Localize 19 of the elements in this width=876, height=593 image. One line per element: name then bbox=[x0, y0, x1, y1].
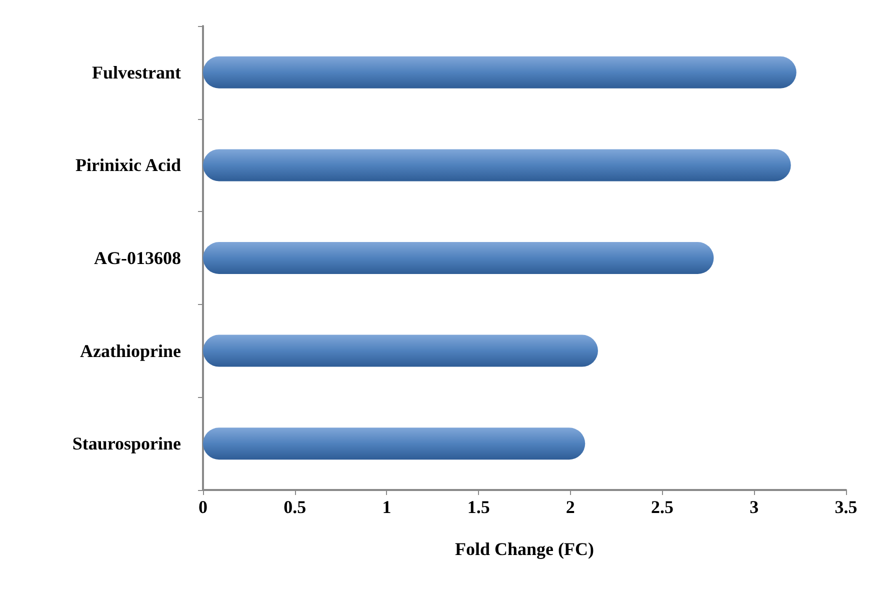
x-tick-label: 1.5 bbox=[467, 497, 490, 517]
y-tick-label: Pirinixic Acid bbox=[76, 155, 181, 176]
x-tick-label: 2.5 bbox=[651, 497, 674, 517]
x-tick-label: 0 bbox=[198, 497, 208, 517]
x-tick-label: 3 bbox=[750, 497, 759, 517]
bar bbox=[203, 242, 714, 274]
bar bbox=[203, 56, 796, 88]
y-tick-label: AG-013608 bbox=[94, 248, 181, 268]
x-tick-label: 1 bbox=[382, 497, 392, 517]
x-tick-label: 2 bbox=[566, 497, 575, 517]
x-axis-title: Fold Change (FC) bbox=[455, 539, 594, 559]
y-tick-label: Fulvestrant bbox=[92, 62, 181, 82]
x-tick-label: 0.5 bbox=[284, 497, 306, 517]
y-tick-label: Staurosporine bbox=[72, 434, 182, 454]
x-tick-label: 3.5 bbox=[834, 497, 858, 517]
bar bbox=[203, 149, 791, 182]
bar bbox=[203, 428, 586, 460]
y-tick-label: Azathioprine bbox=[80, 340, 182, 361]
bar bbox=[203, 334, 598, 367]
